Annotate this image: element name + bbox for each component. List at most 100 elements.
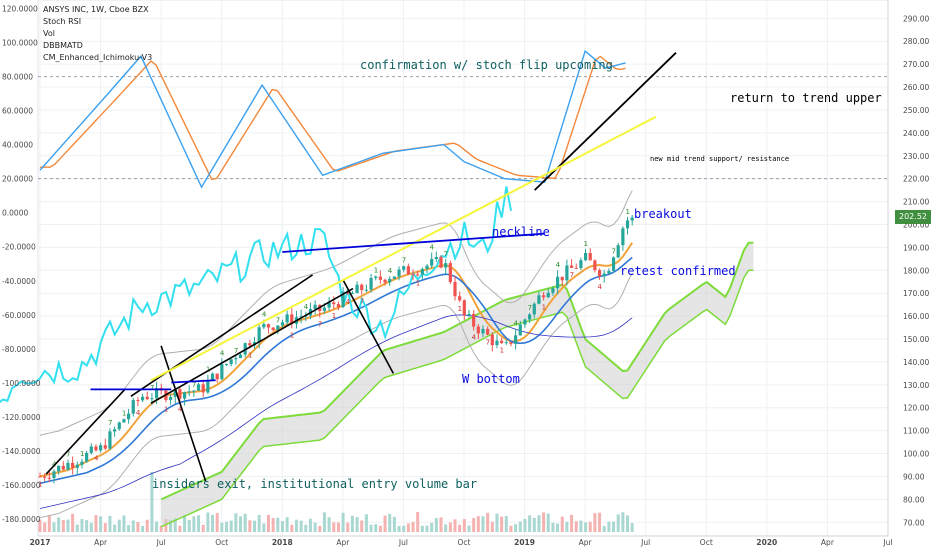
right-tick-label: 70.00 bbox=[903, 518, 925, 527]
candle-body bbox=[500, 340, 504, 344]
chart-legend: ANSYS INC, 1W, Cboe BZX Stoch RSI Vol DB… bbox=[43, 4, 152, 64]
right-axis: 290.00 280.00 270.00 260.00 250.00 240.00 230.… bbox=[887, 0, 929, 536]
candle-body bbox=[597, 270, 602, 277]
candle-body bbox=[481, 328, 485, 334]
volume-bar bbox=[61, 519, 65, 532]
volume-bar bbox=[556, 523, 560, 532]
volume-bar bbox=[285, 517, 289, 532]
candle-body bbox=[621, 228, 625, 246]
candle-body bbox=[126, 413, 131, 420]
volume-bar bbox=[178, 525, 182, 532]
candle-body bbox=[131, 400, 135, 414]
candle-body bbox=[425, 265, 429, 269]
volume-bar bbox=[131, 520, 135, 532]
volume-bar bbox=[248, 520, 252, 532]
candle-body bbox=[99, 445, 103, 451]
time-tick-label: Oct bbox=[700, 538, 713, 547]
right-tick-label: 150.00 bbox=[903, 335, 929, 344]
time-tick-label: 2019 bbox=[514, 538, 535, 547]
right-tick-label: 80.00 bbox=[903, 495, 925, 504]
volume-bar bbox=[201, 524, 205, 532]
lower-band bbox=[39, 272, 633, 519]
candle-body bbox=[154, 388, 159, 399]
time-tick-label: Apr bbox=[94, 538, 108, 547]
candle-body bbox=[346, 291, 350, 294]
candle-body bbox=[145, 396, 149, 400]
neckline-main bbox=[282, 232, 545, 253]
left-tick-label: -140.0000 bbox=[2, 447, 41, 456]
indicator-vol[interactable]: Vol bbox=[43, 29, 55, 38]
td-count: 4 bbox=[598, 283, 603, 291]
candle-body bbox=[215, 373, 219, 380]
candle-body bbox=[569, 265, 574, 268]
candle-body bbox=[117, 422, 121, 430]
candle-body bbox=[196, 384, 201, 391]
stoch-d-line bbox=[40, 55, 626, 180]
indicator-stoch-rsi[interactable]: Stoch RSI bbox=[43, 17, 82, 26]
candle-body bbox=[210, 373, 215, 381]
volume-bar bbox=[444, 524, 448, 532]
candle-body bbox=[350, 293, 355, 295]
volume-bar bbox=[276, 517, 280, 532]
candle-body bbox=[113, 429, 117, 432]
td-count: 4 bbox=[94, 454, 99, 462]
candle-body bbox=[38, 476, 42, 478]
volume-bar bbox=[369, 524, 373, 532]
candle-body bbox=[523, 319, 527, 325]
volume-bar bbox=[150, 472, 154, 532]
trendline-drawings bbox=[45, 52, 677, 482]
volume-bar bbox=[141, 525, 145, 532]
td-count: 7 bbox=[444, 250, 448, 258]
volume-bar bbox=[607, 521, 611, 532]
indicator-ichimoku[interactable]: CM_Enhanced_Ichimoku-V3 bbox=[43, 53, 153, 62]
time-tick-label: Oct bbox=[458, 538, 471, 547]
candle-body bbox=[514, 335, 518, 344]
volume-bar bbox=[500, 516, 504, 532]
candle-body bbox=[336, 304, 341, 308]
annotation-trend-upper: return to trend upper bbox=[730, 91, 882, 105]
volume-bar bbox=[85, 520, 89, 532]
candle-body bbox=[458, 296, 462, 301]
td-count: 7 bbox=[276, 316, 280, 324]
td-count: 1 bbox=[206, 366, 210, 374]
volume-bar bbox=[164, 519, 168, 532]
candle-body bbox=[322, 307, 327, 311]
td-count: 7 bbox=[150, 384, 154, 392]
trendline-early bbox=[45, 388, 126, 475]
left-tick-label: -120.0000 bbox=[2, 413, 41, 422]
volume-bar bbox=[584, 522, 588, 532]
td-count: 4 bbox=[556, 261, 561, 269]
right-tick-label: 290.00 bbox=[903, 14, 929, 23]
volume-bar bbox=[364, 514, 368, 532]
volume-bar bbox=[434, 518, 438, 532]
volume-bar bbox=[225, 521, 229, 532]
time-tick-label: 2017 bbox=[30, 538, 51, 547]
candle-body bbox=[607, 270, 611, 274]
volume-bar bbox=[355, 517, 359, 532]
volume-bar bbox=[239, 516, 243, 532]
volume-bar bbox=[290, 524, 294, 532]
candle-body bbox=[411, 274, 415, 276]
right-tick-label: 280.00 bbox=[903, 37, 929, 46]
candle-body bbox=[546, 292, 550, 298]
candle-body bbox=[238, 354, 243, 359]
volume-bar bbox=[490, 521, 494, 532]
td-count: 1 bbox=[458, 305, 462, 313]
indicator-dbbmatd[interactable]: DBBMATD bbox=[43, 41, 83, 50]
volume-bar bbox=[187, 519, 191, 532]
candle-body bbox=[276, 325, 280, 330]
right-tick-label: 270.00 bbox=[903, 60, 929, 69]
candle-body bbox=[360, 284, 364, 291]
volume-bar bbox=[127, 525, 131, 532]
annotation-neckline: neckline bbox=[492, 225, 550, 239]
time-tick-label: Apr bbox=[579, 538, 593, 547]
volume-bar bbox=[257, 514, 261, 532]
volume-bar bbox=[532, 517, 536, 532]
volume-bar bbox=[458, 524, 462, 532]
trendline-channel-lower bbox=[150, 287, 354, 404]
annotation-w-bottom: W bottom bbox=[462, 372, 520, 386]
candle-body bbox=[192, 390, 196, 392]
annotation-breakout: breakout bbox=[634, 207, 692, 221]
